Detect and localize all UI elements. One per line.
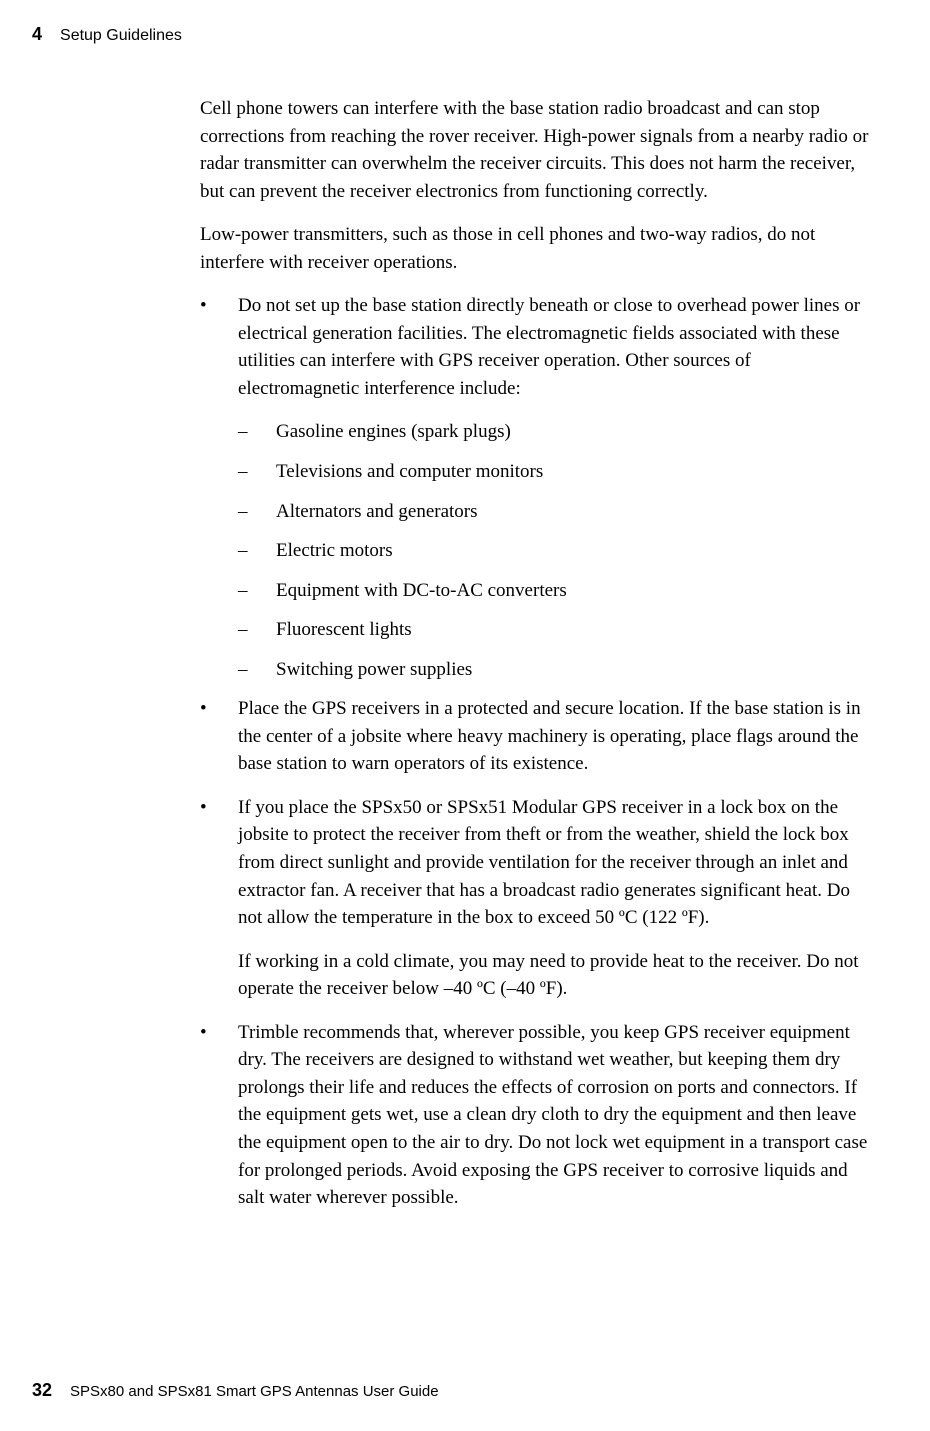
body-paragraph: Cell phone towers can interfere with the… [200,95,870,205]
bullet-text: Trimble recommends that, wherever possib… [238,1022,867,1208]
bullet-item: Trimble recommends that, wherever possib… [200,1019,870,1212]
bullet-continuation: If working in a cold climate, you may ne… [200,948,870,1003]
bullet-item: Place the GPS receivers in a protected a… [200,695,870,778]
sub-bullet-text: Gasoline engines (spark plugs) [276,421,511,442]
bullet-text: Place the GPS receivers in a protected a… [238,698,861,774]
sub-bullet-text: Switching power supplies [276,659,472,680]
page-content: Cell phone towers can interfere with the… [0,45,930,1212]
page-footer: 32 SPSx80 and SPSx81 Smart GPS Antennas … [32,1380,439,1401]
sub-bullet-text: Fluorescent lights [276,619,412,640]
document-title: SPSx80 and SPSx81 Smart GPS Antennas Use… [70,1383,439,1400]
bullet-item: Do not set up the base station directly … [200,292,870,402]
sub-bullet-item: Electric motors [200,537,870,565]
sub-bullet-item: Gasoline engines (spark plugs) [200,418,870,446]
body-paragraph: Low-power transmitters, such as those in… [200,221,870,276]
chapter-title: Setup Guidelines [60,27,182,45]
sub-bullet-text: Equipment with DC-to-AC converters [276,580,567,601]
sub-bullet-text: Alternators and generators [276,501,478,522]
sub-bullet-item: Televisions and computer monitors [200,458,870,486]
page-number: 32 [32,1380,52,1401]
sub-bullet-text: Televisions and computer monitors [276,461,543,482]
sub-bullet-item: Fluorescent lights [200,616,870,644]
sub-bullet-item: Alternators and generators [200,498,870,526]
sub-bullet-item: Switching power supplies [200,656,870,684]
page-header: 4 Setup Guidelines [0,0,930,45]
sub-bullet-text: Electric motors [276,540,393,561]
bullet-text: If you place the SPSx50 or SPSx51 Modula… [238,797,850,928]
sub-bullet-item: Equipment with DC-to-AC converters [200,577,870,605]
bullet-item: If you place the SPSx50 or SPSx51 Modula… [200,794,870,932]
bullet-text: Do not set up the base station directly … [238,295,860,399]
chapter-number: 4 [32,24,42,45]
